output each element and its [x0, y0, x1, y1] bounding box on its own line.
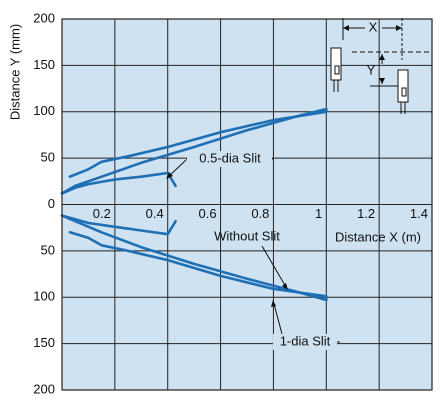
x-tick-label: 0.6: [198, 206, 216, 221]
annotation-arrow: [273, 303, 283, 335]
annotation-arrow: [261, 245, 287, 288]
y-tick-label: 200: [33, 10, 55, 25]
x-tick-label: 1.4: [410, 206, 428, 221]
annotation-label: Without Slit: [214, 228, 280, 243]
series-line: [60, 171, 177, 236]
x-axis-title: Distance X (m): [335, 229, 421, 244]
y-axis-title: Distance Y (mm): [7, 24, 22, 120]
y-tick-label: 0: [48, 196, 55, 211]
y-tick-label: 50: [41, 150, 55, 165]
y-tick-label: 100: [33, 103, 55, 118]
y-tick-label: 50: [41, 242, 55, 257]
annotation-label: 1-dia Slit: [280, 333, 331, 348]
x-tick-label: 1.2: [357, 206, 375, 221]
inset-diagram: X Y: [330, 18, 432, 114]
x-tick-label: 0.2: [93, 206, 111, 221]
series-line: [60, 107, 328, 302]
y-tick-label: 150: [33, 57, 55, 72]
y-tick-label: 200: [33, 381, 55, 396]
inset-y-label: Y: [367, 62, 376, 77]
y-tick-label: 100: [33, 289, 55, 304]
x-tick-label: 0.8: [251, 206, 269, 221]
x-tick-label: 0.4: [146, 206, 164, 221]
y-tick-label: 150: [33, 335, 55, 350]
annotation-label: 0.5-dia Slit: [199, 150, 261, 165]
x-tick-label: 1: [315, 206, 322, 221]
plot-frame: [61, 18, 433, 391]
inset-x-label: X: [369, 19, 378, 34]
